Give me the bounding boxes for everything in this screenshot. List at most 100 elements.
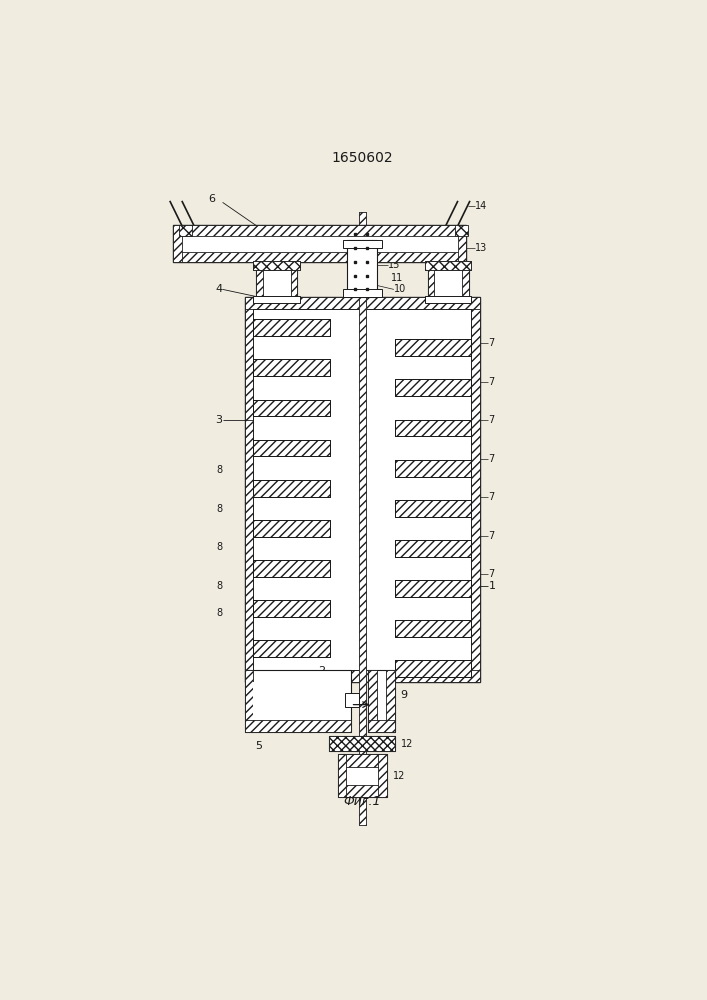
- Bar: [395, 620, 472, 637]
- Bar: [253, 309, 472, 670]
- Text: 8: 8: [216, 465, 223, 475]
- Text: 1650602: 1650602: [332, 151, 393, 165]
- Text: 8: 8: [216, 581, 223, 591]
- Bar: [253, 440, 330, 456]
- Bar: [179, 225, 192, 235]
- Text: 7: 7: [489, 569, 495, 579]
- Bar: [329, 736, 395, 751]
- Text: 2: 2: [317, 666, 325, 676]
- Text: 11: 11: [391, 273, 404, 283]
- Bar: [245, 670, 253, 732]
- Bar: [173, 225, 467, 235]
- Text: 7: 7: [489, 338, 495, 348]
- Bar: [173, 252, 467, 262]
- Bar: [253, 560, 330, 577]
- Bar: [395, 620, 472, 637]
- Bar: [395, 500, 472, 517]
- Bar: [256, 262, 297, 297]
- Text: 4: 4: [216, 284, 223, 294]
- Bar: [338, 754, 387, 767]
- Bar: [368, 670, 377, 732]
- Text: 6: 6: [208, 194, 215, 204]
- Bar: [368, 670, 395, 732]
- Bar: [338, 754, 346, 797]
- Bar: [395, 379, 472, 396]
- Bar: [425, 296, 472, 303]
- Bar: [368, 720, 395, 732]
- Bar: [395, 379, 472, 396]
- Bar: [378, 754, 387, 797]
- Bar: [395, 580, 472, 597]
- Bar: [347, 240, 378, 297]
- Bar: [395, 580, 472, 597]
- Bar: [472, 297, 480, 682]
- Text: 10: 10: [394, 284, 406, 294]
- Bar: [462, 262, 469, 297]
- Text: 8: 8: [216, 608, 223, 618]
- Bar: [253, 319, 330, 336]
- Bar: [387, 670, 395, 732]
- Text: 7: 7: [489, 492, 495, 502]
- Bar: [253, 359, 330, 376]
- Bar: [253, 480, 330, 497]
- Bar: [395, 420, 472, 436]
- Bar: [253, 682, 345, 720]
- Bar: [395, 339, 472, 356]
- Bar: [245, 297, 253, 682]
- Bar: [395, 339, 472, 356]
- Text: 8: 8: [216, 504, 223, 514]
- Bar: [395, 420, 472, 436]
- Bar: [428, 262, 469, 297]
- Bar: [291, 262, 297, 297]
- Bar: [455, 225, 468, 235]
- Bar: [173, 225, 182, 262]
- Bar: [253, 520, 330, 537]
- Bar: [343, 240, 382, 248]
- Bar: [345, 693, 358, 707]
- Bar: [395, 540, 472, 557]
- Bar: [245, 297, 480, 682]
- Text: 12: 12: [401, 739, 413, 749]
- Bar: [358, 212, 366, 825]
- Text: 13: 13: [474, 243, 487, 253]
- Bar: [256, 262, 262, 297]
- Bar: [358, 212, 366, 825]
- Text: 7: 7: [489, 454, 495, 464]
- Bar: [338, 754, 387, 797]
- Bar: [253, 480, 330, 497]
- Bar: [395, 460, 472, 477]
- Bar: [253, 400, 330, 416]
- Bar: [253, 400, 330, 416]
- Bar: [395, 660, 472, 677]
- Bar: [253, 359, 330, 376]
- Bar: [253, 440, 330, 456]
- Text: 7: 7: [489, 415, 495, 425]
- Text: 15: 15: [388, 260, 401, 270]
- Bar: [253, 640, 330, 657]
- Text: 12: 12: [392, 771, 405, 781]
- Bar: [245, 720, 351, 732]
- Bar: [245, 297, 480, 309]
- Bar: [338, 785, 387, 797]
- Bar: [182, 235, 458, 252]
- Text: 5: 5: [255, 741, 262, 751]
- Text: Фиг.1: Фиг.1: [344, 795, 381, 808]
- Bar: [395, 660, 472, 677]
- Text: 7: 7: [489, 531, 495, 541]
- Text: 8: 8: [216, 542, 223, 552]
- Bar: [395, 540, 472, 557]
- Bar: [253, 600, 330, 617]
- Bar: [458, 225, 467, 262]
- Bar: [245, 670, 351, 732]
- Bar: [253, 520, 330, 537]
- Bar: [329, 736, 395, 751]
- Bar: [428, 262, 434, 297]
- Text: 3: 3: [216, 415, 223, 425]
- Bar: [343, 289, 382, 297]
- Bar: [253, 600, 330, 617]
- Bar: [395, 500, 472, 517]
- Bar: [425, 261, 472, 270]
- Bar: [253, 319, 330, 336]
- Bar: [253, 296, 300, 303]
- Bar: [245, 670, 480, 682]
